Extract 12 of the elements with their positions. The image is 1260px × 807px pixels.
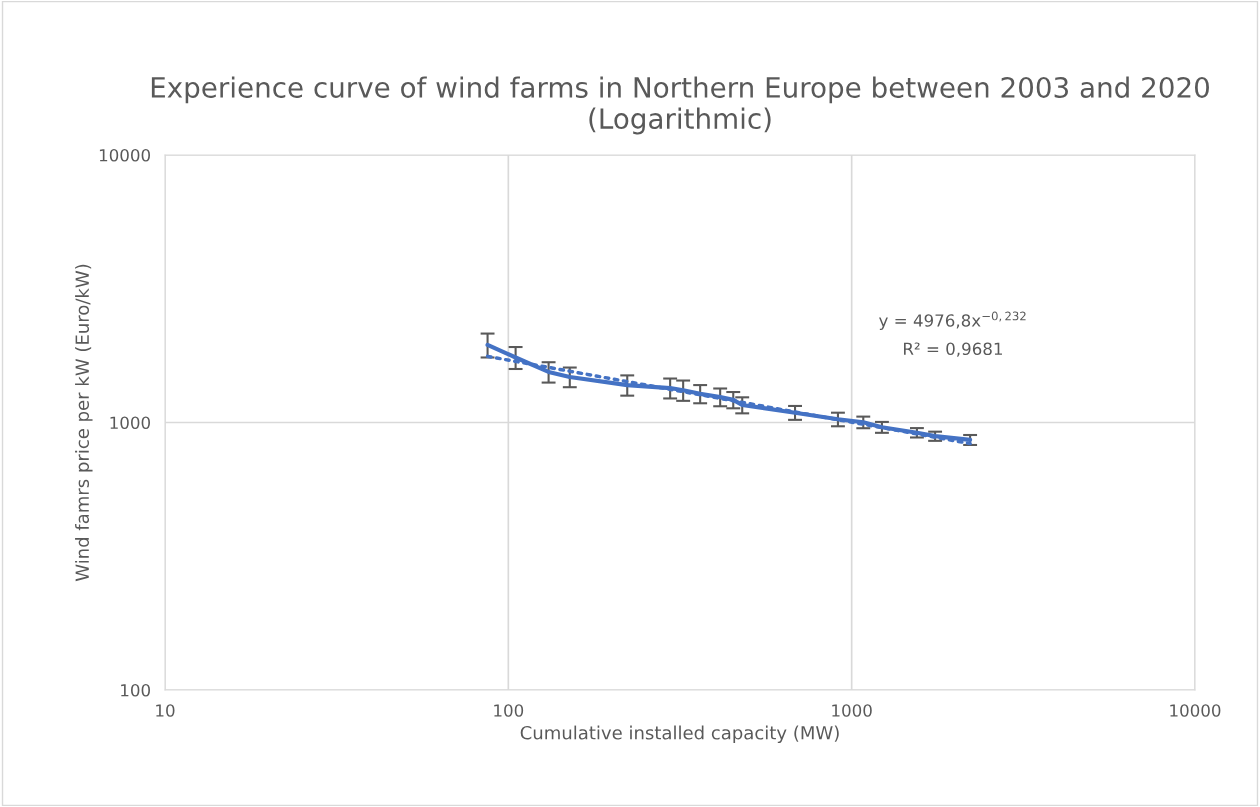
annotation: y = 4976,8x$^{−0,232}$	[879, 311, 1026, 331]
x-tick-label: 10000	[1170, 704, 1221, 717]
x-tick-label: 10	[156, 704, 175, 717]
x-tick-label: 100	[494, 704, 524, 717]
y-axis-title: Wind famrs price per kW (Euro/kW)	[75, 264, 93, 582]
x-axis-title: Cumulative installed capacity (MW)	[520, 725, 839, 744]
chart-title: Experience curve of wind farms in Northern Europe between 2003 and 2020 (Logarithmic)	[151, 76, 1209, 135]
y-tick-label: 1000	[110, 416, 150, 430]
y-tick-label: 100	[121, 683, 150, 697]
annotation: R² = 0,9681	[904, 342, 1002, 357]
x-tick-label: 1000	[832, 704, 872, 717]
y-tick-label: 10000	[99, 148, 150, 162]
